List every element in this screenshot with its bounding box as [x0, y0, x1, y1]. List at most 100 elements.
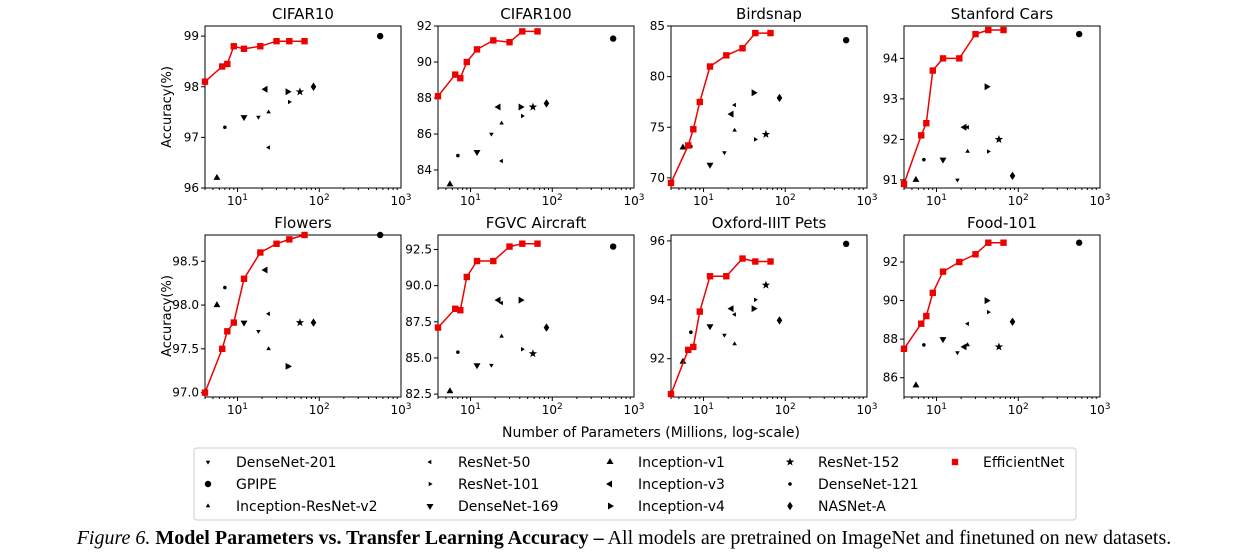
marker-incv1 — [679, 143, 687, 150]
marker-densenet201 — [256, 330, 261, 334]
legend-label: Inception-v3 — [638, 477, 725, 493]
y-axis-label: Accuracy(%) — [160, 66, 175, 148]
plot-frame — [670, 234, 868, 398]
legend-item-resnet152: ResNet-152 — [785, 455, 899, 471]
marker-efficientnet — [739, 255, 746, 262]
legend-label: Inception-v1 — [638, 455, 725, 471]
marker-resnet50 — [266, 311, 270, 317]
y-tick-label: 85.0 — [405, 351, 432, 365]
marker-incv1 — [213, 173, 221, 180]
marker-incresv2 — [266, 346, 271, 351]
marker-efficientnet — [696, 308, 703, 315]
legend-marker-resnet152 — [785, 457, 795, 466]
marker-efficientnet — [434, 93, 442, 100]
legend-label: DenseNet-169 — [458, 499, 559, 515]
marker-efficientnet — [939, 268, 947, 275]
marker-densenet169 — [706, 162, 714, 169]
y-tick-label: 96 — [184, 181, 199, 195]
marker-densenet169 — [706, 324, 714, 331]
y-tick-label: 90 — [883, 294, 898, 308]
marker-incv4 — [518, 296, 525, 304]
marker-densenet201 — [489, 363, 494, 368]
marker-gpipe — [376, 32, 384, 40]
marker-efficientnet — [201, 389, 209, 396]
x-tick-label: 101 — [926, 193, 947, 208]
marker-densenet201 — [256, 115, 261, 120]
marker-efficientnet — [301, 37, 308, 45]
marker-efficientnet — [452, 71, 459, 78]
plot-frame — [437, 234, 635, 398]
y-tick-label: 90.0 — [405, 279, 432, 293]
marker-incv4 — [984, 83, 991, 91]
y-tick-label: 92 — [417, 19, 432, 33]
marker-incresv2 — [499, 120, 504, 125]
plot-frame — [903, 25, 1101, 189]
x-tick-label: 101 — [227, 193, 248, 208]
marker-incv1 — [446, 180, 454, 187]
legend-item-densenet201: DenseNet-201 — [205, 455, 337, 471]
legend-item-incv4: Inception-v4 — [608, 499, 725, 515]
panel-title: Oxford-IIIT Pets — [712, 214, 827, 232]
marker-resnet152 — [761, 129, 771, 138]
marker-gpipe — [376, 231, 384, 239]
marker-resnet152 — [295, 318, 305, 327]
marker-densenet201 — [722, 333, 727, 338]
y-tick-label: 98 — [184, 80, 199, 94]
x-tick-label: 101 — [227, 402, 248, 417]
marker-efficientnet — [286, 236, 293, 243]
marker-efficientnet — [534, 240, 541, 247]
marker-incv3 — [494, 103, 501, 111]
marker-densenet121 — [223, 285, 227, 290]
marker-incv3 — [960, 343, 967, 351]
marker-densenet201 — [489, 132, 494, 137]
marker-incv3 — [494, 296, 501, 304]
legend-label: EfficientNet — [983, 455, 1065, 471]
marker-resnet101 — [754, 137, 758, 142]
marker-efficientnet — [219, 63, 226, 70]
legend-label: Inception-ResNet-v2 — [236, 499, 378, 515]
marker-efficientnet — [956, 55, 963, 62]
marker-resnet101 — [521, 347, 525, 352]
marker-efficientnet — [690, 126, 697, 133]
x-tick-label: 102 — [309, 402, 330, 417]
efficientnet-line — [670, 32, 771, 184]
legend-item-densenet169: DenseNet-169 — [426, 499, 559, 515]
y-tick-label: 97 — [184, 130, 199, 144]
marker-resnet101 — [987, 149, 991, 154]
marker-gpipe — [1075, 30, 1083, 38]
marker-efficientnet — [257, 249, 264, 256]
legend-item-resnet101: ResNet-101 — [428, 477, 539, 493]
panel-title: Food-101 — [967, 214, 1037, 232]
marker-gpipe — [1075, 239, 1083, 246]
marker-nasnet — [1009, 171, 1016, 181]
marker-efficientnet — [706, 273, 714, 280]
legend-label: ResNet-152 — [818, 455, 899, 471]
legend-item-incv3: Inception-v3 — [606, 477, 725, 493]
marker-densenet121 — [223, 125, 227, 130]
marker-gpipe — [842, 36, 850, 44]
efficientnet-line — [204, 40, 305, 83]
marker-nasnet — [543, 99, 550, 108]
y-tick-label: 98.5 — [172, 254, 199, 268]
y-tick-label: 98.0 — [172, 298, 199, 312]
y-tick-label: 85 — [650, 19, 665, 33]
y-tick-label: 86 — [417, 127, 432, 141]
marker-efficientnet — [929, 289, 936, 297]
marker-efficientnet — [286, 37, 293, 45]
marker-densenet201 — [722, 151, 727, 156]
marker-efficientnet — [685, 346, 692, 354]
marker-incresv2 — [266, 109, 271, 114]
marker-resnet152 — [528, 349, 538, 358]
marker-resnet50 — [499, 158, 503, 164]
marker-efficientnet — [301, 231, 308, 239]
caption-figure-label: Figure 6. — [76, 527, 151, 549]
x-tick-label: 102 — [1008, 193, 1029, 208]
panel-flowers: Flowers 97.0 97.5 98.0 98.5 101 102 103 Accuracy… — [160, 214, 412, 417]
marker-efficientnet — [1000, 239, 1007, 246]
y-tick-label: 92.5 — [405, 242, 432, 256]
marker-nasnet — [543, 323, 550, 332]
x-tick-label: 103 — [1089, 402, 1110, 417]
marker-incv1 — [912, 381, 920, 388]
y-tick-label: 91 — [883, 173, 898, 187]
